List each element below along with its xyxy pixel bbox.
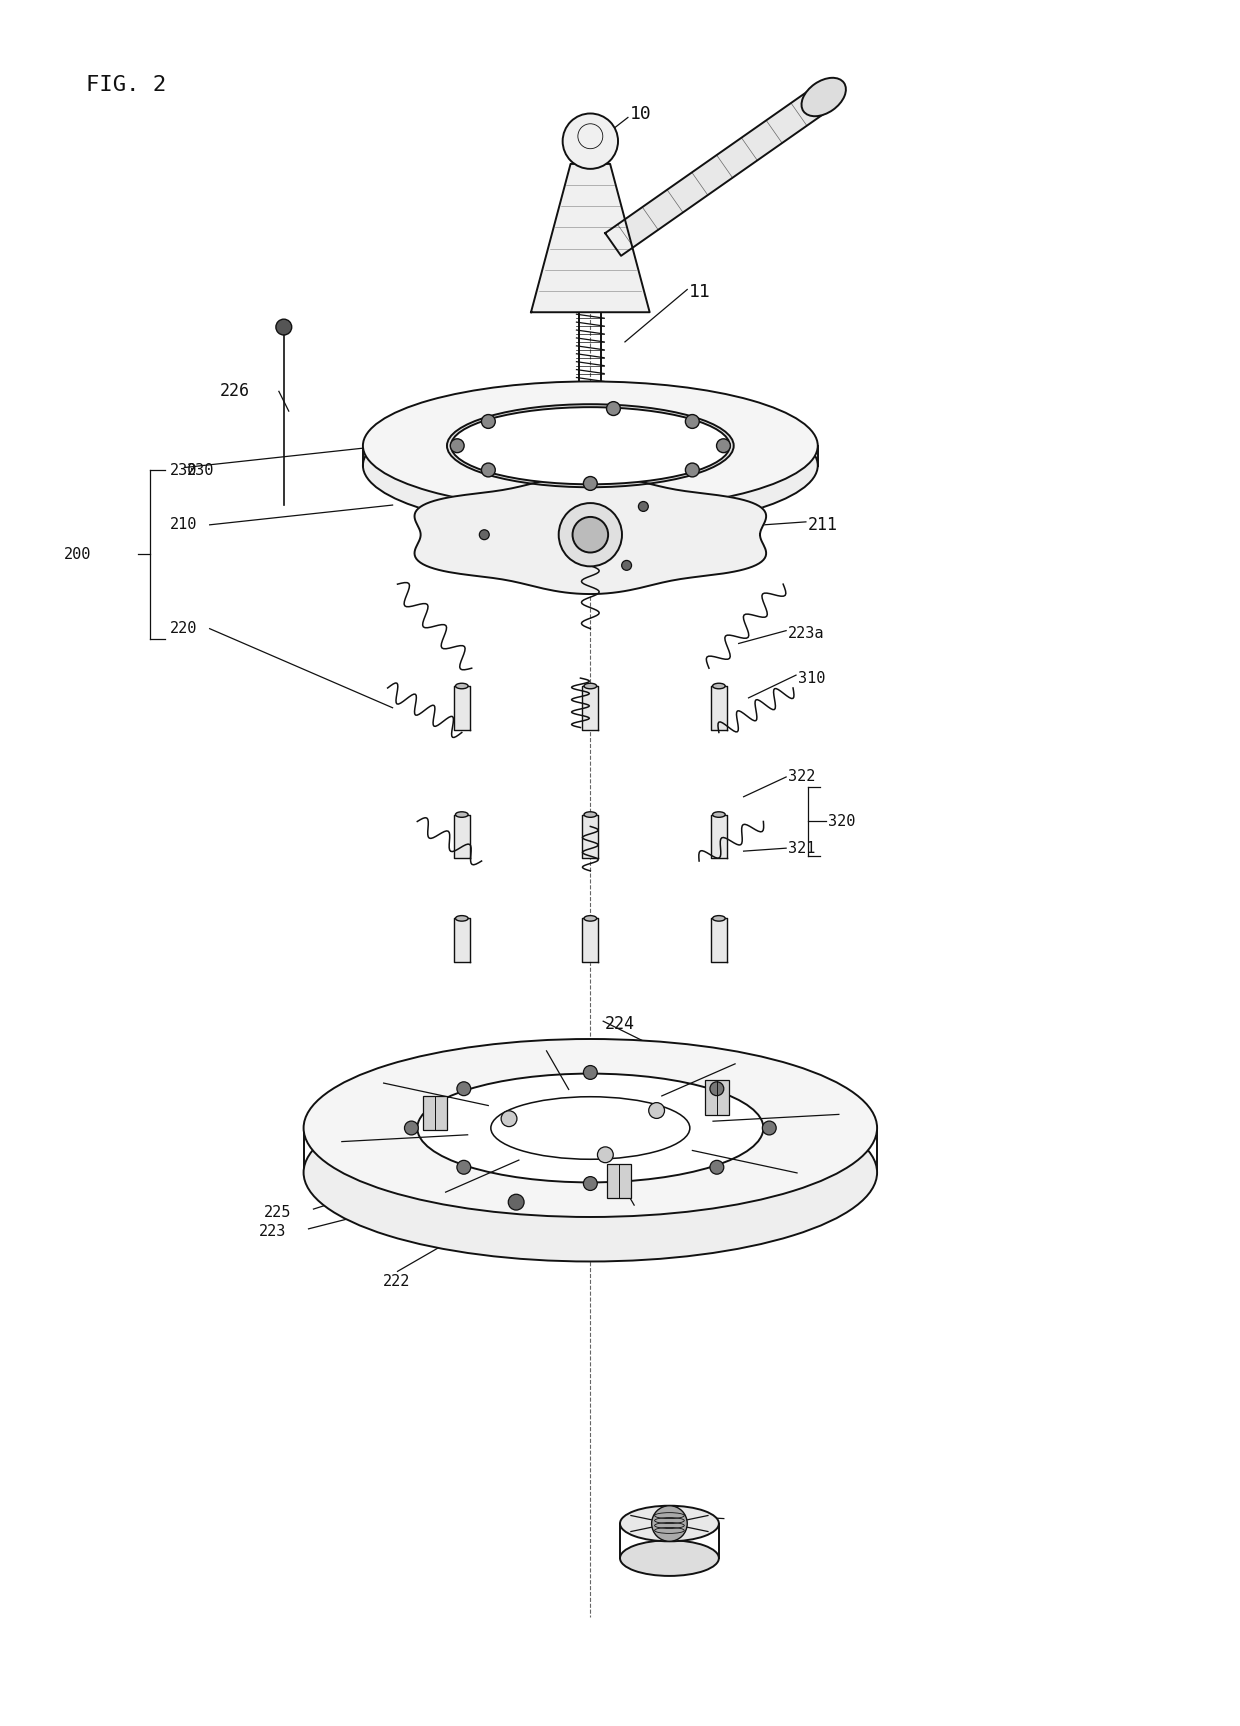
Polygon shape <box>454 918 470 961</box>
Circle shape <box>649 1103 665 1118</box>
Text: 230: 230 <box>170 463 197 478</box>
Circle shape <box>606 402 620 416</box>
Ellipse shape <box>713 683 725 689</box>
Text: 223a: 223a <box>789 627 825 640</box>
Ellipse shape <box>713 811 725 818</box>
Ellipse shape <box>584 683 596 689</box>
Circle shape <box>559 502 622 566</box>
Text: 223: 223 <box>259 1224 286 1239</box>
Circle shape <box>480 530 490 540</box>
Ellipse shape <box>304 1084 877 1262</box>
Polygon shape <box>454 815 470 858</box>
Text: 322: 322 <box>789 770 816 785</box>
Circle shape <box>456 1082 471 1096</box>
Ellipse shape <box>584 811 596 818</box>
Ellipse shape <box>584 915 596 922</box>
Text: 210: 210 <box>170 518 197 532</box>
Circle shape <box>583 1177 598 1191</box>
Text: 12: 12 <box>670 1510 691 1528</box>
Ellipse shape <box>363 400 817 530</box>
Polygon shape <box>531 164 650 312</box>
Ellipse shape <box>455 811 469 818</box>
Ellipse shape <box>455 683 469 689</box>
Polygon shape <box>711 685 727 730</box>
Circle shape <box>573 516 608 552</box>
Circle shape <box>711 1082 724 1096</box>
Circle shape <box>563 114 618 169</box>
Circle shape <box>598 1146 614 1163</box>
Polygon shape <box>711 815 727 858</box>
Text: 310: 310 <box>799 671 826 685</box>
Text: FIG. 2: FIG. 2 <box>86 74 166 95</box>
Circle shape <box>501 1112 517 1127</box>
Circle shape <box>686 414 699 428</box>
Polygon shape <box>605 86 832 255</box>
Polygon shape <box>711 918 727 961</box>
Circle shape <box>583 476 598 490</box>
Circle shape <box>717 438 730 452</box>
Circle shape <box>686 463 699 476</box>
Ellipse shape <box>363 381 817 509</box>
Ellipse shape <box>418 1074 764 1182</box>
Circle shape <box>621 561 631 570</box>
Bar <box>706 1080 729 1115</box>
Circle shape <box>583 1065 598 1079</box>
Text: 230: 230 <box>187 463 215 478</box>
Circle shape <box>450 438 464 452</box>
Ellipse shape <box>620 1505 719 1541</box>
Text: 221: 221 <box>610 1224 637 1239</box>
Ellipse shape <box>451 407 730 485</box>
Ellipse shape <box>620 1540 719 1576</box>
Polygon shape <box>583 815 598 858</box>
Circle shape <box>763 1122 776 1136</box>
Circle shape <box>652 1505 687 1541</box>
Text: 11: 11 <box>689 283 711 302</box>
Text: 226: 226 <box>219 383 249 400</box>
Ellipse shape <box>801 78 846 116</box>
Text: 211: 211 <box>808 516 838 533</box>
Circle shape <box>481 463 495 476</box>
Circle shape <box>404 1122 418 1136</box>
Circle shape <box>639 502 649 511</box>
Polygon shape <box>583 918 598 961</box>
Text: 320: 320 <box>827 815 856 828</box>
Text: 222: 222 <box>383 1274 410 1289</box>
Polygon shape <box>454 685 470 730</box>
Ellipse shape <box>713 915 725 922</box>
Polygon shape <box>583 685 598 730</box>
Text: 321: 321 <box>789 841 816 856</box>
Polygon shape <box>414 475 766 594</box>
Text: 200: 200 <box>63 547 91 563</box>
Bar <box>608 1163 631 1198</box>
Circle shape <box>711 1160 724 1174</box>
Circle shape <box>275 319 291 335</box>
Circle shape <box>481 414 495 428</box>
Ellipse shape <box>446 404 734 487</box>
Circle shape <box>508 1194 525 1210</box>
Ellipse shape <box>455 915 469 922</box>
Circle shape <box>456 1160 471 1174</box>
Ellipse shape <box>304 1039 877 1217</box>
Text: 220: 220 <box>170 621 197 637</box>
Text: 10: 10 <box>630 105 652 124</box>
Text: 224: 224 <box>605 1015 635 1034</box>
Text: 225: 225 <box>264 1205 291 1220</box>
Bar <box>423 1096 446 1131</box>
